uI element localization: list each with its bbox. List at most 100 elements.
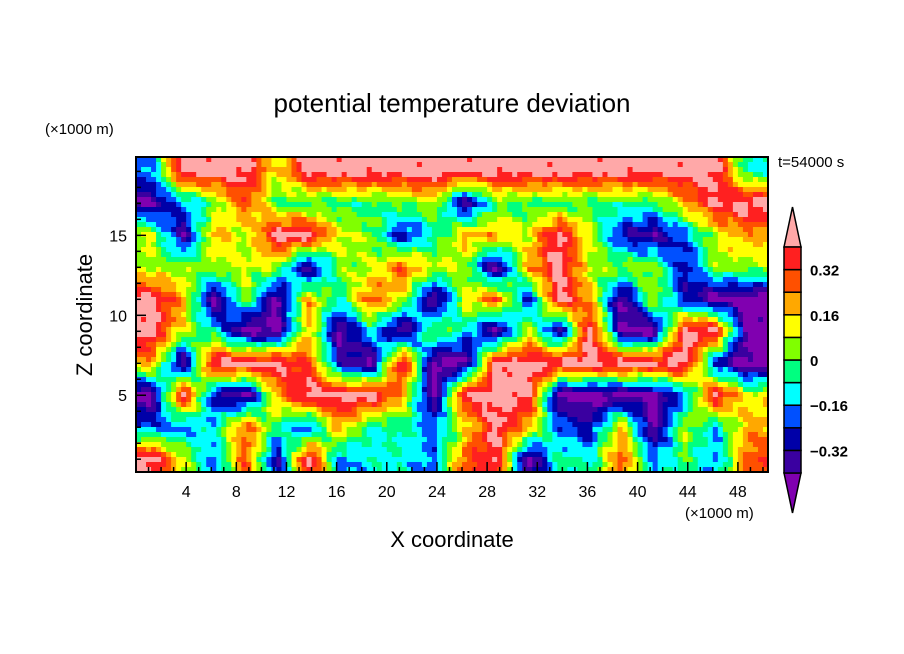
heatmap-cell xyxy=(672,347,679,353)
heatmap-cell xyxy=(416,222,423,228)
heatmap-cell xyxy=(512,302,518,308)
heatmap-cell xyxy=(196,312,202,318)
heatmap-cell xyxy=(482,347,488,353)
heatmap-cell xyxy=(196,307,202,313)
heatmap-cell xyxy=(482,252,488,258)
heatmap-cell xyxy=(191,302,197,308)
heatmap-cell xyxy=(617,287,624,293)
heatmap-cell xyxy=(186,272,192,278)
heatmap-cell xyxy=(336,197,343,203)
heatmap-cell xyxy=(251,242,257,248)
heatmap-cell xyxy=(512,237,518,243)
heatmap-cell xyxy=(622,297,629,303)
heatmap-cell xyxy=(567,262,573,268)
heatmap-cell xyxy=(752,342,759,348)
heatmap-cell xyxy=(752,307,759,313)
heatmap-cell xyxy=(662,282,669,288)
heatmap-cell xyxy=(587,182,594,188)
heatmap-cell xyxy=(171,192,177,198)
heatmap-cell xyxy=(737,242,744,248)
heatmap-cell xyxy=(547,302,553,308)
heatmap-cell xyxy=(577,247,584,253)
heatmap-cell xyxy=(702,182,709,188)
heatmap-cell xyxy=(296,237,303,243)
heatmap-cell xyxy=(522,252,528,258)
heatmap-cell xyxy=(687,202,694,208)
heatmap-cell xyxy=(431,272,438,278)
heatmap-cell xyxy=(376,282,383,288)
heatmap-cell xyxy=(457,252,463,258)
heatmap-cell xyxy=(336,307,343,313)
heatmap-cell xyxy=(607,297,614,303)
heatmap-cell xyxy=(657,292,664,298)
heatmap-cell xyxy=(457,327,463,333)
heatmap-cell xyxy=(191,172,197,178)
heatmap-cell xyxy=(462,157,468,163)
heatmap-cell xyxy=(256,307,262,313)
heatmap-cell xyxy=(271,327,278,333)
heatmap-cell xyxy=(266,212,273,218)
heatmap-cell xyxy=(271,167,278,173)
heatmap-cell xyxy=(477,297,483,303)
heatmap-cell xyxy=(236,192,242,198)
heatmap-cell xyxy=(326,307,333,313)
heatmap-cell xyxy=(582,312,589,318)
heatmap-cell xyxy=(426,202,433,208)
heatmap-cell xyxy=(386,317,393,323)
heatmap-cell xyxy=(607,277,614,283)
heatmap-cell xyxy=(577,322,584,328)
heatmap-cell xyxy=(141,167,147,173)
heatmap-cell xyxy=(507,172,513,178)
heatmap-cell xyxy=(321,312,328,318)
heatmap-cell xyxy=(587,242,594,248)
heatmap-cell xyxy=(622,262,629,268)
heatmap-cell xyxy=(557,297,563,303)
heatmap-cell xyxy=(386,227,393,233)
heatmap-cell xyxy=(557,187,563,193)
heatmap-cell xyxy=(166,247,172,253)
heatmap-cell xyxy=(301,297,308,303)
heatmap-cell xyxy=(652,202,659,208)
heatmap-cell xyxy=(341,332,348,338)
heatmap-cell xyxy=(622,212,629,218)
heatmap-cell xyxy=(597,242,604,248)
heatmap-cell xyxy=(246,192,252,198)
heatmap-cell xyxy=(176,167,182,173)
heatmap-cell xyxy=(206,327,212,333)
heatmap-cell xyxy=(627,217,634,223)
heatmap-cell xyxy=(612,177,619,183)
heatmap-cell xyxy=(702,327,709,333)
heatmap-cell xyxy=(487,347,493,353)
heatmap-cell xyxy=(542,257,548,263)
heatmap-cell xyxy=(632,177,639,183)
heatmap-cell xyxy=(211,327,217,333)
heatmap-cell xyxy=(396,187,403,193)
heatmap-cell xyxy=(592,187,599,193)
heatmap-cell xyxy=(261,272,268,278)
heatmap-cell xyxy=(542,337,548,343)
heatmap-cell xyxy=(572,297,578,303)
heatmap-cell xyxy=(757,267,764,273)
heatmap-cell xyxy=(146,232,152,238)
heatmap-cell xyxy=(216,322,222,328)
heatmap-cell xyxy=(281,172,288,178)
heatmap-cell xyxy=(512,342,518,348)
heatmap-cell xyxy=(446,162,453,168)
heatmap-cell xyxy=(712,292,719,298)
heatmap-cell xyxy=(396,262,403,268)
heatmap-cell xyxy=(221,237,227,243)
heatmap-cell xyxy=(697,217,704,223)
heatmap-cell xyxy=(266,267,273,273)
heatmap-cell xyxy=(186,212,192,218)
heatmap-cell xyxy=(366,302,373,308)
heatmap-cell xyxy=(682,277,689,283)
heatmap-cell xyxy=(457,247,463,253)
heatmap-cell xyxy=(707,287,714,293)
heatmap-cell xyxy=(226,272,232,278)
heatmap-cell xyxy=(717,327,724,333)
heatmap-cell xyxy=(391,177,398,183)
heatmap-cell xyxy=(542,342,548,348)
heatmap-cell xyxy=(597,227,604,233)
heatmap-cell xyxy=(366,172,373,178)
heatmap-cell xyxy=(421,292,428,298)
